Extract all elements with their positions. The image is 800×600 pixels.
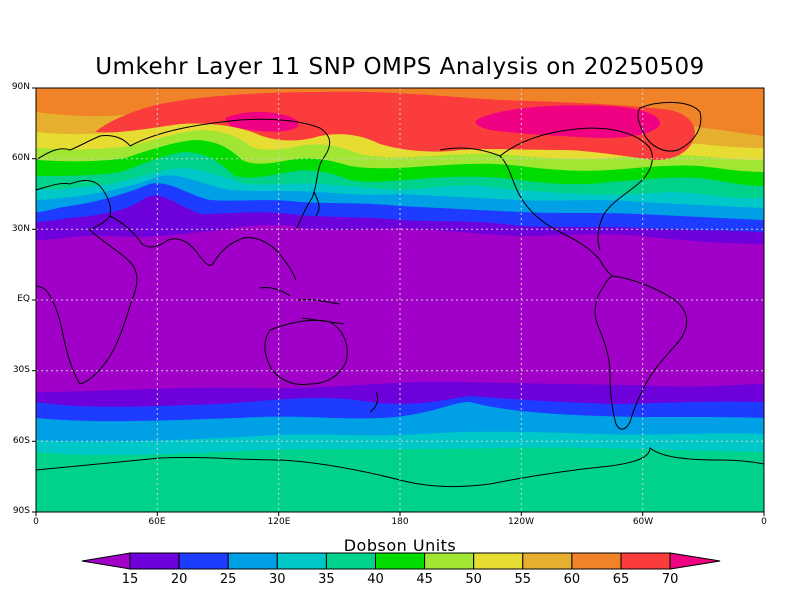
gridlines [36, 88, 764, 512]
tick-marks [32, 87, 765, 516]
colorbar-swatch [129, 552, 180, 570]
colorbar-swatch [325, 552, 376, 570]
map-title: Umkehr Layer 11 SNP OMPS Analysis on 202… [95, 54, 705, 80]
colorbar-swatch [522, 552, 573, 570]
colorbar-swatch [276, 552, 327, 570]
colorbar-swatch [178, 552, 229, 570]
lon-label-60e: 60E [148, 517, 166, 527]
lon-label-120w: 120W [507, 517, 535, 527]
colorbar-tick-label: 50 [465, 572, 482, 587]
colorbar-arrow-low [81, 552, 131, 570]
colorbar-tick-label: 65 [612, 572, 630, 587]
colorbar-tick-label: 70 [661, 572, 679, 587]
colorbar-swatch [424, 552, 475, 570]
lat-label-eq: EQ [17, 294, 30, 304]
colorbar [81, 552, 721, 570]
colorbar-swatch [375, 552, 426, 570]
colorbar-swatch [620, 552, 671, 570]
lat-label-90s: 90S [12, 506, 30, 516]
colorbar-swatch [473, 552, 524, 570]
colorbar-swatch [571, 552, 622, 570]
colorbar-swatch [227, 552, 278, 570]
colorbar-arrow-high [669, 552, 721, 570]
colorbar-tick-label: 30 [269, 572, 286, 587]
colorbar-tick-label: 15 [121, 572, 139, 587]
lon-label-180: 180 [391, 517, 409, 527]
lon-label-0-right: 0 [761, 517, 767, 527]
lon-label-60w: 60W [632, 517, 654, 527]
lat-label-30s: 30S [12, 365, 30, 375]
colorbar-title: Dobson Units [343, 536, 457, 555]
lat-label-90n: 90N [11, 82, 30, 92]
band-75-north-a [225, 111, 299, 132]
colorbar-tick-label: 60 [563, 572, 581, 587]
colorbar-tick-label: 45 [416, 572, 433, 587]
lat-label-60n: 60N [11, 153, 30, 163]
colorbar-tick-label: 40 [367, 572, 384, 587]
lat-label-60s: 60S [12, 436, 30, 446]
lon-label-0-left: 0 [33, 517, 39, 527]
colorbar-tick-label: 25 [219, 572, 237, 587]
colorbar-tick-label: 20 [170, 572, 188, 587]
colorbar-tick-label: 35 [318, 572, 335, 587]
coastlines [36, 101, 764, 488]
lat-label-30n: 30N [11, 224, 30, 234]
lon-label-120e: 120E [267, 517, 291, 527]
colorbar-tick-label: 55 [514, 572, 532, 587]
